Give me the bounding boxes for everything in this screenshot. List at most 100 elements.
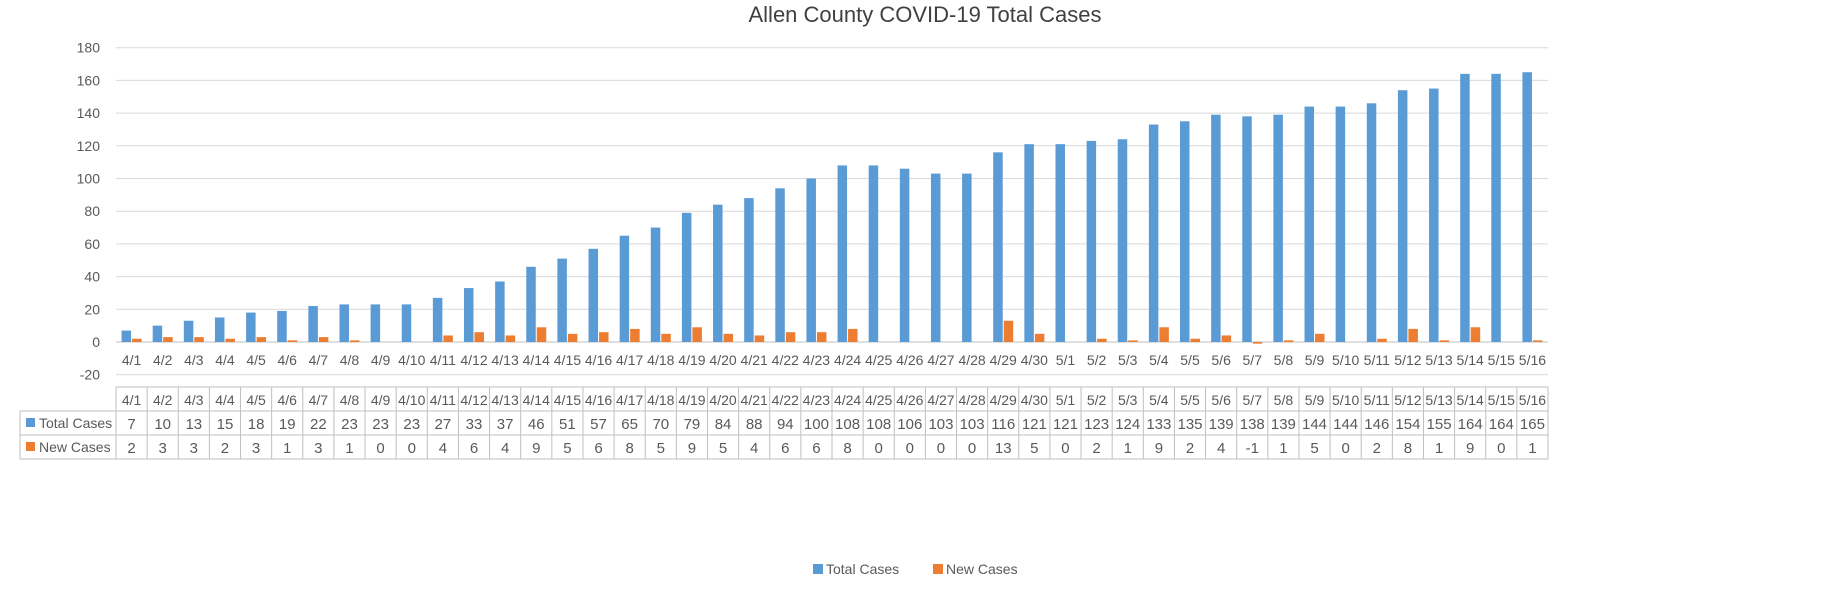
table-value-cell: 18 [248,416,265,433]
bar-new-cases [599,332,609,342]
table-value-cell: 116 [991,416,1015,433]
table-value-cell: 6 [470,440,478,457]
table-value-cell: 3 [159,440,167,457]
table-header-cell: 4/22 [772,392,799,408]
bar-new-cases [1532,340,1543,342]
table-header-cell: 5/13 [1425,392,1452,408]
x-tick-label: 4/27 [927,352,954,368]
table-value-cell: 4 [501,440,509,457]
bar-new-cases [630,328,640,342]
bar-new-cases [567,333,578,342]
table-header-cell: 4/14 [523,392,550,408]
bar-total-cases [1335,106,1346,342]
table-value-cell: 94 [777,416,794,433]
bar-total-cases [930,173,941,342]
table-value-cell: 88 [746,416,763,433]
table-value-cell: -1 [1246,440,1259,457]
bar-new-cases [1097,338,1107,342]
bar-total-cases [1086,140,1097,342]
bar-total-cases [744,198,754,342]
bar-total-cases [1522,72,1532,342]
table-value-cell: 3 [314,440,322,457]
table-header-cell: 4/28 [958,392,985,408]
table-header-cell: 4/8 [340,392,360,408]
bar-total-cases [1055,144,1065,342]
bar-new-cases [754,335,765,342]
table-value-cell: 57 [590,416,607,433]
table-value-cell: 13 [185,416,202,433]
table-value-cell: 2 [127,440,135,457]
x-tick-label: 4/11 [430,352,456,368]
table-header-cell: 4/3 [184,392,204,408]
y-tick-label: -20 [80,367,100,383]
table-value-cell: 5 [1030,440,1038,457]
x-tick-label: 4/9 [371,352,391,368]
bar-total-cases [214,317,225,342]
bar-total-cases [713,204,723,342]
y-axis-tick-labels: -20 0 20 40 60 80 100 120 140 160 180 [77,40,101,383]
table-header-cell: 4/10 [398,392,425,408]
x-tick-label: 5/7 [1243,352,1263,368]
bar-new-cases [848,328,858,342]
x-axis-tick-labels: 4/1 4/2 4/3 4/4 4/5 4/6 4/7 4/8 4/9 4/10 4/11 4/12 4… [122,352,1546,368]
x-tick-label: 5/12 [1394,352,1421,368]
y-tick-label: 20 [84,301,100,317]
table-value-cell: 15 [217,416,234,433]
x-tick-label: 4/29 [990,352,1017,368]
x-tick-label: 5/10 [1332,352,1359,368]
bar-new-cases [1408,328,1418,342]
table-value-cell: 108 [835,416,860,433]
x-tick-label: 4/30 [1021,352,1048,368]
table-value-cell: 5 [563,440,571,457]
x-tick-label: 4/14 [523,352,550,368]
table-value-cell: 2 [1092,440,1100,457]
x-tick-label: 4/1 [122,352,142,368]
table-value-cell: 7 [127,416,135,433]
legend-swatch [933,564,943,574]
table-header-cell: 4/2 [153,392,173,408]
bars [121,72,1543,344]
table-value-cell: 133 [1146,416,1171,433]
bar-new-cases [256,337,267,342]
table-value-cell: 0 [408,440,416,457]
bar-total-cases [557,258,567,342]
table-value-cell: 51 [559,416,576,433]
table-value-cell: 155 [1427,416,1452,433]
table-header-cell: 4/12 [460,392,487,408]
table-value-cell: 33 [466,416,483,433]
table-value-cell: 0 [1341,440,1349,457]
bar-total-cases [183,320,194,342]
table-value-cell: 10 [154,416,171,433]
table-value-cell: 123 [1084,416,1109,433]
table-value-cell: 46 [528,416,545,433]
table-value-cell: 65 [621,416,638,433]
x-tick-label: 4/7 [309,352,329,368]
table-header-cell: 4/16 [585,392,612,408]
table-header-cell: 5/5 [1180,392,1200,408]
x-tick-label: 4/16 [585,352,612,368]
bar-new-cases [536,327,547,342]
bar-total-cases [152,325,163,342]
bar-new-cases [1190,338,1200,342]
bar-new-cases [318,337,329,342]
legend-label: Total Cases [826,561,899,577]
bar-total-cases [370,304,381,342]
table-header-cell: 4/7 [309,392,329,408]
x-tick-label: 4/25 [865,352,892,368]
bar-total-cases [1460,73,1470,343]
bar-total-cases [401,304,412,342]
table-value-cell: 8 [625,440,633,457]
table-legend-key [26,442,35,451]
table-value-cell: 37 [497,416,514,433]
table-value-cell: 0 [875,440,883,457]
table-header-cell: 4/1 [122,392,142,408]
x-tick-label: 4/22 [772,352,799,368]
bar-total-cases [899,168,910,342]
bar-new-cases [1159,327,1169,342]
x-tick-label: 5/6 [1211,352,1231,368]
bar-new-cases [785,332,796,342]
bar-total-cases [432,297,443,342]
x-tick-label: 4/26 [896,352,923,368]
